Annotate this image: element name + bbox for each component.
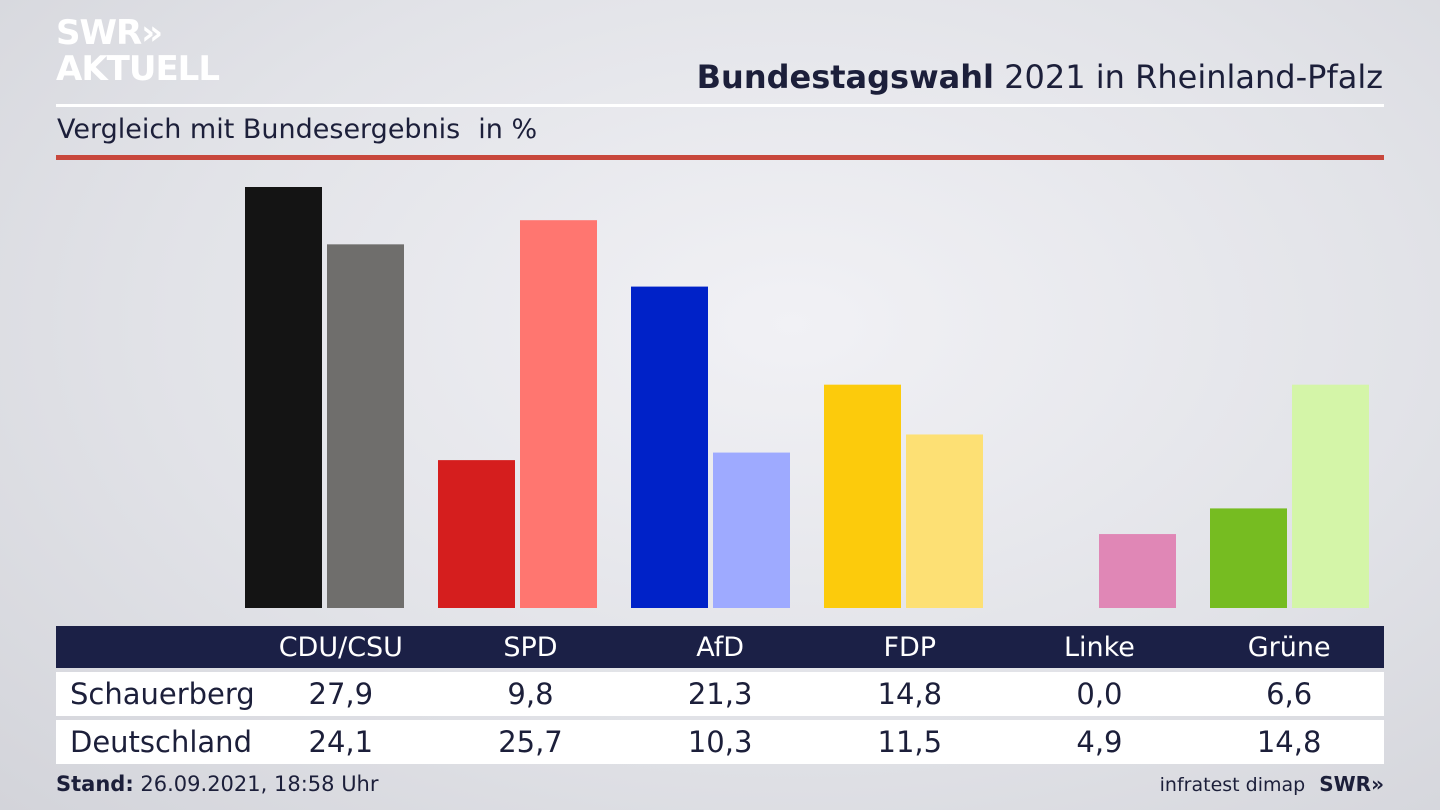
swr-aktuell-logo: SWR» AKTUELL (56, 13, 220, 89)
subtitle-divider (56, 155, 1384, 160)
party-header: CDU/CSU (246, 626, 436, 668)
bar-afd-schauerberg (631, 286, 708, 608)
value-cell: 14,8 (1194, 720, 1384, 764)
chart-title-bold: Bundestagswahl (696, 58, 994, 96)
logo-line1: SWR» (56, 13, 163, 53)
value-cell: 21,3 (625, 672, 815, 716)
value-cell: 10,3 (625, 720, 815, 764)
row-label: Deutschland (56, 720, 252, 764)
bar-spd-schauerberg (438, 460, 515, 608)
value-cell: 6,6 (1194, 672, 1384, 716)
stand-label: Stand: (56, 772, 134, 796)
swr-footer-logo: SWR» (1319, 772, 1384, 796)
party-header: SPD (435, 626, 626, 668)
source-text: infratest dimap (1159, 774, 1306, 796)
bar-gr-ne-schauerberg (1210, 508, 1287, 608)
table-header-corner (56, 626, 246, 668)
stand-value: 26.09.2021, 18:58 Uhr (140, 772, 379, 796)
value-cell: 9,8 (435, 672, 626, 716)
bar-cdu-csu-deutschland (327, 244, 404, 608)
results-table: CDU/CSU SPD AfD FDP Linke Grüne Schauerb… (56, 622, 1384, 768)
value-cell: 4,9 (1004, 720, 1195, 764)
bar-spd-deutschland (520, 220, 597, 608)
bar-fdp-schauerberg (824, 384, 901, 608)
table-header-row: CDU/CSU SPD AfD FDP Linke Grüne (56, 626, 1384, 668)
party-header: Grüne (1194, 626, 1384, 668)
bar-afd-deutschland (713, 452, 790, 608)
chart-title-rest: 2021 in Rheinland-Pfalz (1004, 58, 1383, 96)
source-credit: infratest dimap SWR» (1160, 772, 1384, 796)
subtitle-unit: in % (478, 114, 538, 145)
table-row: Deutschland 24,1 25,7 10,3 11,5 4,9 14,8 (56, 720, 1384, 764)
bar-fdp-deutschland (906, 434, 983, 608)
value-cell: 14,8 (814, 672, 1005, 716)
logo-line2: AKTUELL (56, 49, 220, 89)
title-divider (56, 104, 1384, 107)
subtitle-text: Vergleich mit Bundesergebnis (57, 114, 461, 145)
table-row: Schauerberg 27,9 9,8 21,3 14,8 0,0 6,6 (56, 672, 1384, 716)
party-header: Linke (1004, 626, 1195, 668)
value-cell: 11,5 (814, 720, 1005, 764)
bar-gr-ne-deutschland (1292, 384, 1369, 608)
value-cell: 25,7 (435, 720, 626, 764)
party-header: AfD (625, 626, 815, 668)
bar-cdu-csu-schauerberg (245, 187, 322, 608)
value-cell: 0,0 (1004, 672, 1195, 716)
bar-chart (245, 187, 1369, 608)
chart-title: Bundestagswahl 2021 in Rheinland-Pfalz (697, 58, 1383, 96)
timestamp: Stand: 26.09.2021, 18:58 Uhr (56, 772, 379, 796)
row-label: Schauerberg (56, 672, 255, 716)
value-cell: 27,9 (246, 672, 436, 716)
chart-subtitle: Vergleich mit Bundesergebnis in % (57, 114, 537, 145)
bar-linke-deutschland (1099, 534, 1176, 608)
party-header: FDP (814, 626, 1005, 668)
value-cell: 24,1 (246, 720, 436, 764)
